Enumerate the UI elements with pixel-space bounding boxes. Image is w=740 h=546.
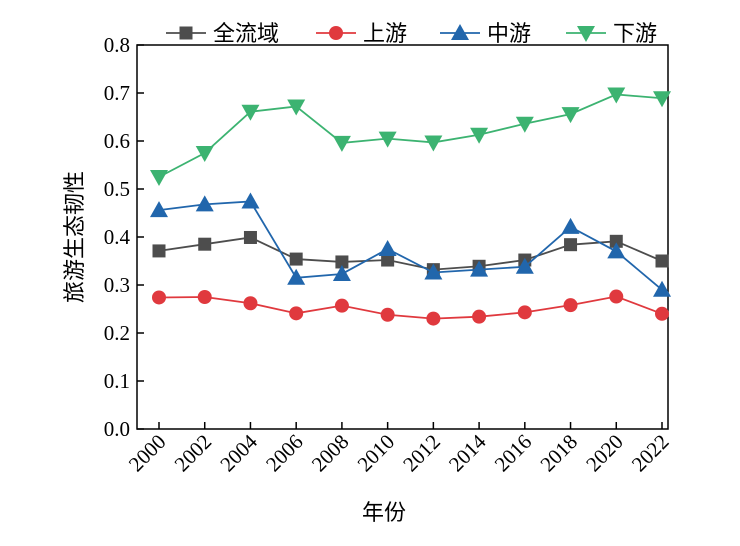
data-point [198, 237, 212, 251]
data-point [335, 255, 349, 269]
x-tick-label: 2008 [307, 430, 354, 477]
legend: 全流域 上游 中游 下游 [166, 22, 657, 47]
y-tick-label: 0.1 [104, 369, 130, 393]
data-point [243, 230, 257, 244]
y-tick-label: 0.0 [104, 417, 130, 441]
data-point [470, 127, 489, 144]
series-line [158, 200, 663, 291]
data-point [289, 252, 303, 266]
legend-marker [329, 26, 343, 40]
data-point [426, 311, 441, 326]
x-tick-label: 2006 [261, 430, 308, 477]
data-point [334, 298, 349, 313]
data-point [152, 244, 166, 258]
data-point [378, 240, 397, 256]
data-point [332, 135, 351, 152]
data-point [197, 290, 212, 304]
data-point [653, 280, 671, 297]
data-point [563, 298, 578, 313]
legend-marker [451, 24, 469, 40]
data-point [609, 234, 623, 248]
data-point [424, 263, 443, 280]
data-point [287, 99, 306, 116]
series-3 [150, 87, 671, 186]
data-point [655, 306, 669, 321]
data-point [150, 201, 168, 218]
x-tick-label: 2018 [535, 430, 582, 477]
data-point [195, 146, 214, 162]
series-line [158, 93, 663, 178]
legend-item: 全流域 [166, 22, 279, 47]
y-tick-label: 0.8 [104, 33, 130, 57]
legend-label: 上游 [363, 22, 407, 47]
legend-item: 下游 [566, 22, 657, 47]
legend-marker [179, 26, 193, 40]
series-layer [150, 87, 671, 326]
series-line [158, 236, 663, 271]
data-point [655, 254, 669, 268]
x-tick-label: 2002 [170, 430, 217, 477]
x-tick-label: 2016 [490, 430, 537, 477]
data-point [378, 131, 397, 148]
series-1 [152, 289, 669, 326]
data-point [561, 217, 580, 234]
legend-item: 中游 [440, 22, 531, 47]
data-point [607, 87, 626, 104]
data-point [241, 192, 260, 209]
y-axis: 0.0 0.1 0.2 0.3 0.4 0.5 0.6 0.7 0.8 [104, 33, 144, 441]
data-point [561, 107, 580, 124]
data-point [515, 257, 534, 274]
data-point [609, 289, 624, 304]
x-tick-label: 2014 [444, 429, 491, 476]
data-point [152, 290, 166, 305]
x-tick-label: 2000 [124, 430, 171, 477]
data-point [380, 307, 395, 322]
legend-item: 上游 [316, 22, 407, 47]
x-tick-label: 2012 [398, 430, 445, 477]
y-tick-label: 0.6 [104, 129, 130, 153]
y-tick-label: 0.5 [104, 177, 130, 201]
x-axis-title: 年份 [362, 501, 406, 526]
y-tick-label: 0.4 [104, 225, 131, 249]
series-2 [150, 192, 671, 297]
data-point [243, 296, 258, 311]
x-axis: 2000 2002 2004 2006 2008 2010 2012 2014 2016 2018… [124, 422, 674, 476]
legend-label: 中游 [487, 22, 531, 47]
x-tick-label: 2022 [627, 430, 674, 477]
data-point [607, 242, 626, 259]
data-point [332, 264, 351, 281]
data-point [564, 238, 578, 252]
data-point [517, 305, 532, 320]
y-tick-label: 0.2 [104, 321, 130, 345]
data-point [381, 253, 395, 267]
data-point [241, 104, 260, 121]
data-point [195, 195, 214, 212]
legend-marker [577, 26, 595, 42]
data-point [515, 116, 534, 133]
data-point [289, 306, 304, 321]
data-point [653, 91, 671, 108]
data-point [424, 135, 443, 152]
data-point [470, 260, 489, 277]
y-tick-label: 0.7 [104, 81, 130, 105]
legend-label: 下游 [613, 22, 657, 47]
x-tick-label: 2010 [353, 430, 400, 477]
x-tick-label: 2020 [581, 430, 628, 477]
data-point [287, 268, 306, 285]
data-point [472, 309, 487, 324]
data-point [150, 170, 168, 186]
y-tick-label: 0.3 [104, 273, 130, 297]
series-line [158, 295, 663, 320]
legend-label: 全流域 [213, 22, 279, 47]
y-axis-title: 旅游生态韧性 [63, 171, 88, 303]
x-tick-label: 2004 [215, 429, 262, 476]
